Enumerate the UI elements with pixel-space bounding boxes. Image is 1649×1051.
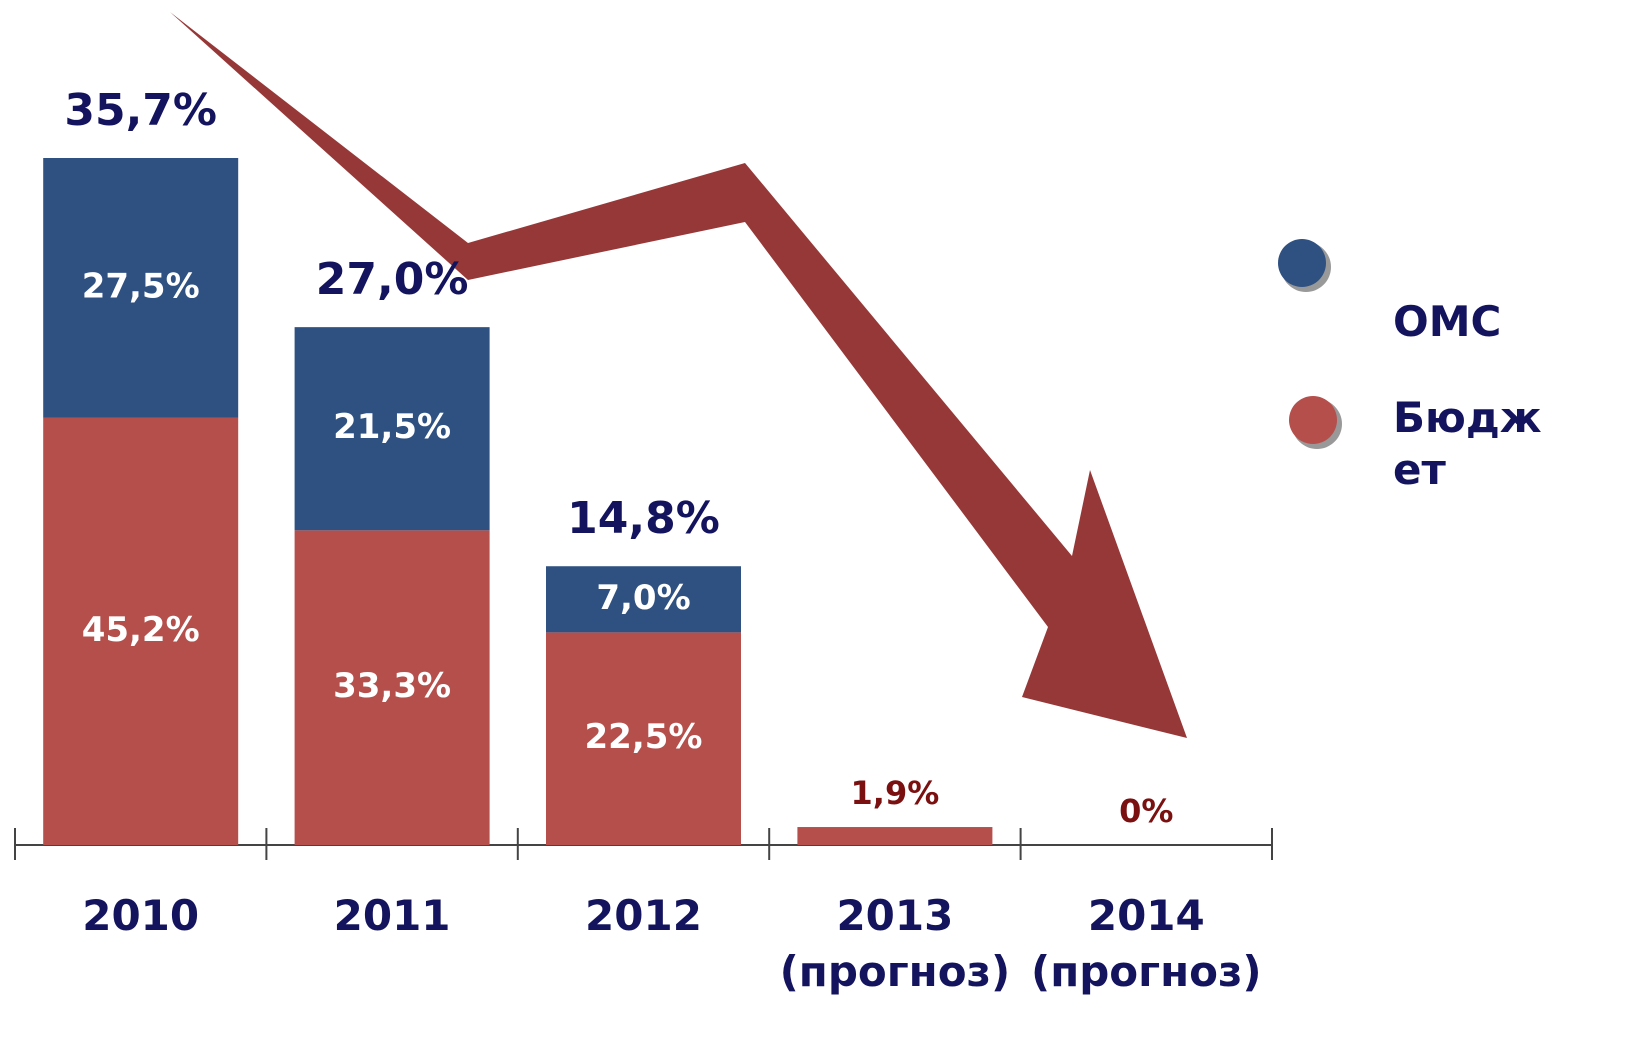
bar-segment	[546, 632, 741, 845]
value-label: 7,0%	[596, 578, 690, 618]
total-label: 35,7%	[64, 85, 217, 136]
bar-segment	[797, 827, 993, 845]
x-tick-label: 2012	[585, 891, 702, 940]
legend-marker	[1289, 396, 1337, 444]
value-label: 0%	[1119, 792, 1173, 830]
value-label: 22,5%	[585, 717, 703, 757]
value-label: 33,3%	[333, 666, 451, 706]
value-label: 1,9%	[851, 774, 940, 812]
x-tick-label: 2013 (прогноз)	[779, 891, 1011, 996]
x-tick-label: 2011	[333, 891, 451, 940]
x-tick-label: 2014 (прогноз)	[1031, 891, 1262, 996]
bar-segment	[294, 327, 490, 531]
bar-segment	[546, 566, 741, 633]
legend-label: Бюджет	[1393, 393, 1542, 494]
value-label: 21,5%	[333, 407, 451, 447]
value-label: 27,5%	[82, 266, 200, 306]
legend-label: ОМС	[1393, 297, 1502, 346]
bar-segment	[294, 530, 490, 845]
legend-marker	[1278, 239, 1326, 287]
total-label: 27,0%	[316, 254, 469, 305]
bar-segment	[43, 158, 239, 418]
trend-arrow	[170, 12, 1187, 738]
x-tick-label: 2010	[82, 891, 200, 940]
total-label: 14,8%	[567, 493, 720, 544]
bar-segment	[43, 417, 239, 845]
value-label: 45,2%	[82, 610, 200, 650]
